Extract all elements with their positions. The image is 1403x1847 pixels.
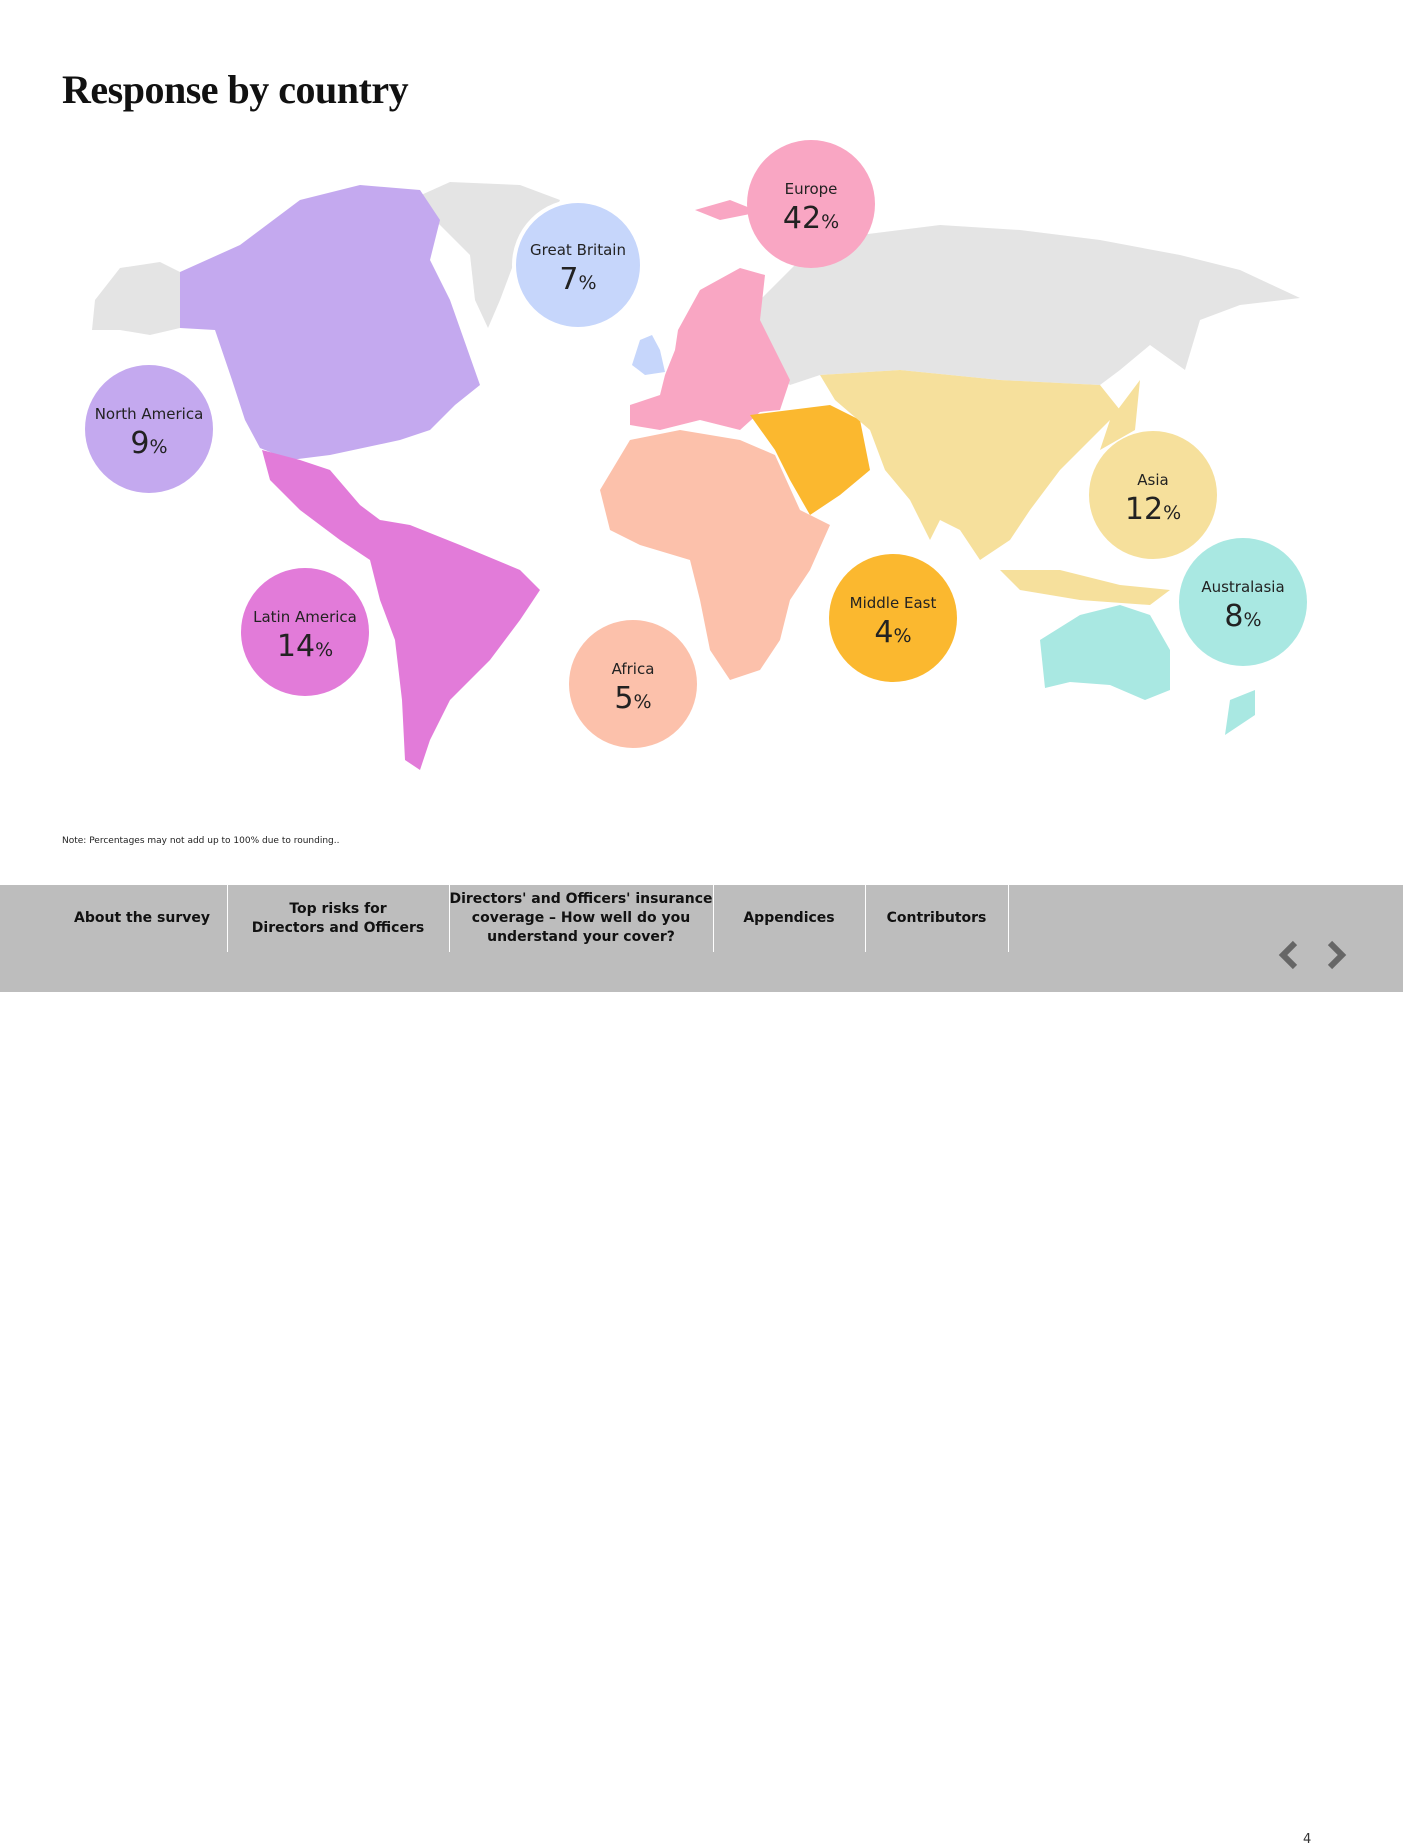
region-bubble — [241, 568, 369, 696]
share-value: 5 — [614, 681, 633, 716]
nav-item[interactable]: Contributors — [865, 885, 1009, 952]
land — [262, 450, 540, 770]
region-name: Africa — [612, 660, 655, 678]
page-number: 4 — [1303, 1832, 1312, 1847]
region-share: 7% — [559, 262, 596, 297]
nav-label: Top risks for — [289, 900, 387, 917]
region-bubble — [747, 140, 875, 268]
region-share: 14% — [277, 629, 333, 664]
region-name: Australasia — [1201, 578, 1284, 596]
nav-label: About the survey — [74, 910, 210, 926]
region-share: 9% — [130, 426, 167, 461]
region-name: Great Britain — [530, 241, 626, 259]
share-value: 7 — [559, 262, 578, 297]
land — [180, 185, 480, 460]
page: Response by country Europe 42% Great Brita… — [0, 67, 1403, 1847]
region-share: 12% — [1125, 492, 1181, 527]
region-bubble — [85, 365, 213, 493]
nav-label: understand your cover? — [487, 929, 675, 945]
pager-arrows — [1278, 940, 1347, 970]
region-bubble — [569, 620, 697, 748]
nav-label: Appendices — [743, 910, 835, 926]
share-unit: % — [1163, 502, 1181, 524]
region-name: Europe — [785, 180, 838, 198]
nav-label: Directors and Officers — [251, 919, 425, 936]
region-name: Middle East — [850, 594, 937, 612]
land — [630, 200, 790, 430]
share-unit: % — [150, 436, 168, 458]
region-share: 42% — [783, 201, 839, 236]
nav-bar: 4 About the survey Top risks for Directors… — [0, 885, 1403, 1847]
share-value: 12 — [1125, 492, 1163, 527]
region-share: 5% — [614, 681, 651, 716]
nav-label: Contributors — [886, 910, 987, 926]
nav-label: coverage – How well do you — [471, 910, 691, 926]
region-name: North America — [95, 405, 204, 423]
share-unit: % — [821, 211, 839, 233]
nav-label: Directors' and Officers' insurance — [449, 891, 713, 907]
prev-arrow[interactable] — [1278, 940, 1298, 970]
land — [632, 335, 665, 375]
region-share: 4% — [874, 615, 911, 650]
region-share: 8% — [1224, 599, 1261, 634]
share-unit: % — [579, 272, 597, 294]
share-unit: % — [315, 639, 333, 661]
land — [760, 225, 1300, 385]
land — [600, 430, 830, 680]
bubble-layer: Europe 42% Great Britain 7% North America 9% L… — [85, 140, 1307, 748]
nav-item[interactable]: Appendices — [713, 885, 866, 952]
land — [1040, 605, 1255, 735]
share-unit: % — [1244, 609, 1262, 631]
region-bubble — [1179, 538, 1307, 666]
region-name: Asia — [1137, 471, 1168, 489]
land — [750, 405, 870, 515]
share-value: 9 — [130, 426, 149, 461]
page-title: Response by country — [62, 67, 409, 112]
share-unit: % — [894, 625, 912, 647]
land — [820, 370, 1170, 605]
share-value: 14 — [277, 629, 315, 664]
footnote: Note: Percentages may not add up to 100%… — [62, 836, 340, 846]
nav-item[interactable]: About the survey — [57, 885, 228, 952]
region-bubble — [829, 554, 957, 682]
region-bubble — [1089, 431, 1217, 559]
region-bubble — [512, 199, 644, 331]
share-value: 4 — [874, 615, 893, 650]
share-value: 8 — [1224, 599, 1243, 634]
share-value: 42 — [783, 201, 821, 236]
region-name: Latin America — [253, 608, 357, 626]
world-map: Europe 42% Great Britain 7% North America 9% L… — [85, 140, 1307, 770]
land — [92, 262, 180, 335]
nav-item[interactable]: Directors' and Officers' insurance covera… — [449, 885, 714, 952]
share-unit: % — [634, 691, 652, 713]
nav-item[interactable]: Top risks for Directors and Officers — [227, 885, 450, 952]
map-land — [92, 182, 1300, 770]
land — [410, 182, 560, 328]
next-arrow[interactable] — [1327, 940, 1347, 970]
